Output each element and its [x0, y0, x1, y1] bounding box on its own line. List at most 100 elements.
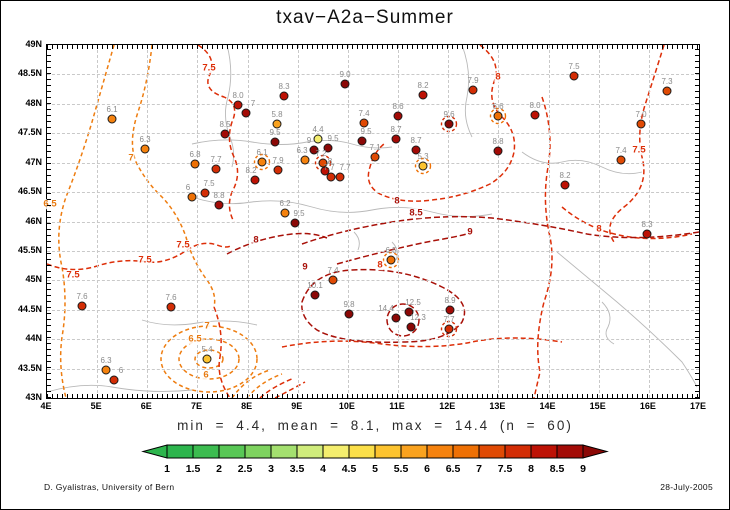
station-dot: [406, 322, 416, 332]
colorbar-tick-label: 1: [164, 463, 170, 475]
station-value-label: 7.7: [323, 163, 335, 172]
grid-line: [47, 250, 699, 252]
axis-tick-label: 11E: [389, 401, 405, 411]
station-value-label: 7.4: [327, 266, 339, 275]
colorbar-tick-label: 2.5: [238, 463, 253, 475]
colorbar-tick-label: 8.5: [550, 463, 565, 475]
axis-tick-label: 12E: [439, 401, 456, 411]
contour-label: 7.5: [175, 239, 191, 251]
station-dot: [328, 275, 338, 285]
axis-tick-label: 44.5N: [17, 303, 42, 314]
contour-label: 9: [301, 261, 309, 273]
axis-tick-label: 9E: [291, 401, 303, 411]
grid-line: [47, 103, 699, 105]
anomaly-circle: [414, 157, 432, 175]
axis-tick-label: 45.5N: [17, 244, 42, 255]
station-dot: [391, 313, 401, 323]
station-value-label: 7.6: [76, 292, 88, 301]
colorbar-tick-label: 5: [372, 463, 378, 475]
station-dot: [280, 208, 290, 218]
station-dot: [386, 255, 396, 265]
colorbar-segment: [530, 444, 558, 459]
station-dot: [309, 145, 319, 155]
colorbar-segment: [478, 444, 506, 459]
grid-line: [47, 280, 699, 282]
colorbar-segment: [296, 444, 324, 459]
station-dot: [404, 307, 414, 317]
station-value-label: 7.7: [339, 163, 351, 172]
axis-tick-label: 14E: [539, 401, 556, 411]
station-value-label: 7.4: [615, 146, 627, 155]
station-dot: [200, 188, 210, 198]
colorbar-right-arrow: [582, 444, 609, 459]
credit-text: D. Gyalistras, University of Bern: [44, 482, 175, 492]
station-value-label: 7.6: [165, 293, 177, 302]
station-value-label: 8.7: [410, 136, 422, 145]
colorbar-segment: [374, 444, 402, 459]
station-value-label: 8.0: [529, 101, 541, 110]
station-value-label: 8.9: [444, 296, 456, 305]
map-panel: 6.1 6.3 8.0 7 8.5 6.8 7.7 6.1 8.2 6 7.5 8.8 7.9 9.0 8.…: [42, 44, 700, 399]
contour-label: 8: [376, 259, 384, 271]
station-dot: [569, 71, 579, 81]
station-dot: [187, 192, 197, 202]
station-value-label: 8.8: [492, 137, 504, 146]
colorbar: 1 1.5 2 2.5 3 3.5 4 4.5 5 5.5 6 6.5 7 7.5 8 8.5 9: [141, 444, 609, 475]
station-dot: [444, 119, 454, 129]
axis-tick-label: 43N: [25, 392, 42, 402]
station-dot: [313, 134, 323, 144]
station-value-label: 8.8: [213, 191, 225, 200]
station-value-label: 6.3: [139, 135, 151, 144]
colorbar-segment: [452, 444, 480, 459]
contour-label: 8: [494, 71, 502, 83]
station-dot: [445, 305, 455, 315]
station-dot: [211, 164, 221, 174]
contour-label: 6.5: [187, 333, 203, 345]
colorbar-segment: [218, 444, 246, 459]
colorbar-tick-label: 3.5: [290, 463, 305, 475]
station-value-label: 10.1: [307, 281, 323, 290]
station-value-label: 7: [250, 99, 256, 108]
legend-summary: min = 4.4, mean = 8.1, max = 14.4 (n = 6…: [177, 418, 573, 433]
grid-line: [47, 221, 699, 223]
grid-line: [47, 192, 699, 194]
station-value-label: 6.1: [106, 105, 118, 114]
contour-label: 6: [202, 369, 210, 381]
colorbar-segment: [504, 444, 532, 459]
colorbar-segment: [244, 444, 272, 459]
colorbar-segment: [270, 444, 298, 459]
station-value-label: 8.3: [278, 82, 290, 91]
station-value-label: 8.2: [417, 81, 429, 90]
colorbar-tick-label: 1.5: [186, 463, 201, 475]
axis-tick-label: 44N: [25, 333, 42, 344]
grid-line: [47, 368, 699, 370]
station-value-label: 9.5: [327, 134, 339, 143]
axis-tick-label: 10E: [338, 401, 355, 411]
colorbar-tick-label: 7: [476, 463, 482, 475]
station-value-label: 9.5: [269, 128, 281, 137]
station-value-label: 8.5: [219, 120, 231, 129]
station-dot: [140, 144, 150, 154]
station-value-label: 7.0: [635, 110, 647, 119]
colorbar-segment: [322, 444, 350, 459]
station-dot: [202, 354, 212, 364]
axis-tick-label: 46N: [25, 215, 42, 226]
country-border-lines: [47, 45, 698, 393]
station-dot: [290, 218, 300, 228]
station-value-label: 6.2: [279, 199, 291, 208]
station-dot: [393, 111, 403, 121]
station-value-label: 6: [185, 183, 191, 192]
station-value-label: 9.6: [443, 110, 455, 119]
station-dot: [370, 152, 380, 162]
axis-tick-label: 16E: [639, 401, 656, 411]
station-dot: [418, 90, 428, 100]
contour-label: 8.5: [408, 207, 424, 219]
station-value-label: 7.7: [210, 155, 222, 164]
station-value-label: 9.0: [339, 70, 351, 79]
contour-label: 7.5: [631, 144, 647, 156]
station-dot: [190, 159, 200, 169]
station-dot: [310, 290, 320, 300]
colorbar-tick-label: 5.5: [394, 463, 409, 475]
station-value-label: 6.6: [492, 102, 504, 111]
